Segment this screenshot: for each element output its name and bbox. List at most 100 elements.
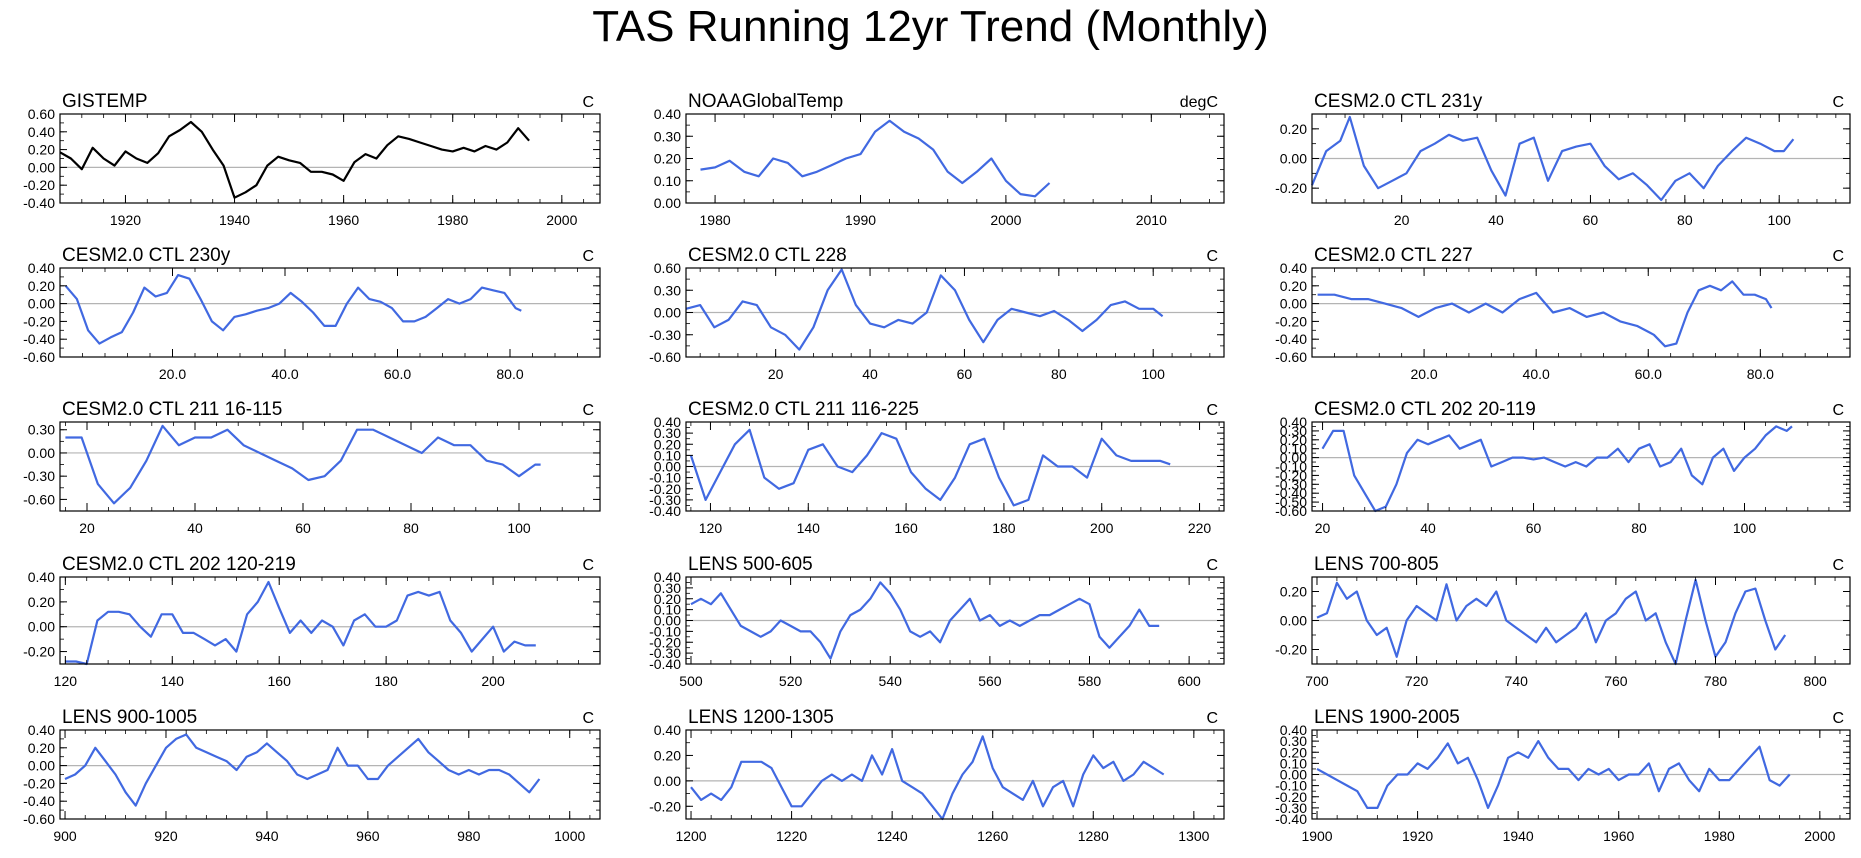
y-tick-label: -0.40 [1275,331,1307,347]
x-tick-label: 60 [1583,212,1599,228]
x-tick-label: 20 [768,366,784,382]
y-tick-label: 0.60 [654,260,681,276]
y-tick-label: 0.10 [654,173,681,189]
x-tick-label: 20.0 [1410,366,1437,382]
y-tick-label: 0.00 [1280,450,1307,466]
chart-panel: -0.20 0.00 0.20 20 40 60 80 100 CESM2.0 CTL 231y… [1275,91,1851,228]
y-tick-label: 0.20 [28,594,55,610]
y-tick-label: -0.50 [1275,494,1307,510]
series-line [685,268,1164,351]
x-tick-label: 1300 [1178,828,1209,844]
y-tick-label: 0.20 [28,740,55,756]
x-tick-label: 1200 [675,828,706,844]
x-tick-label: 20 [79,520,95,536]
y-tick-label: 0.40 [28,569,55,585]
x-tick-label: 80.0 [496,366,523,382]
x-tick-label: 140 [161,673,185,689]
y-tick-label: 0.20 [1280,744,1307,760]
chart-panel: 0.00 0.10 0.20 0.30 0.40 1980 1990 2000 2010 NOAA… [654,91,1225,228]
y-tick-label: 0.30 [654,425,681,441]
x-tick-label: 1920 [110,212,141,228]
y-tick-label: 0.10 [654,447,681,463]
panel-title: NOAAGlobalTemp [688,91,843,112]
panel-units: C [582,402,594,419]
panel-title: CESM2.0 CTL 202 20-119 [1314,399,1536,420]
chart-panel: -0.60 -0.30 0.00 0.30 20 40 60 80 100 CESM2.0 CTL… [23,399,601,536]
y-tick-label: 0.20 [654,151,681,167]
chart-panel: -0.40-0.30-0.20-0.100.000.100.200.300.40… [649,399,1225,536]
y-tick-label: 0.20 [1280,121,1307,137]
y-tick-label: -0.30 [1275,800,1307,816]
series-line [1310,115,1795,202]
panel-units: C [1832,557,1844,574]
y-tick-label: -0.20 [1275,642,1307,658]
x-tick-label: 2000 [1804,828,1835,844]
panel-title: CESM2.0 CTL 211 116-225 [688,399,919,420]
x-tick-label: 40 [1488,212,1504,228]
panel-units: C [582,248,594,265]
x-tick-label: 1280 [1078,828,1109,844]
x-tick-label: 940 [255,828,279,844]
panel-title: CESM2.0 CTL 231y [1314,91,1483,112]
y-tick-label: -0.40 [1275,485,1307,501]
y-tick-label: 0.40 [28,124,55,140]
y-tick-label: 0.00 [28,619,55,635]
y-tick-label: -0.40 [649,503,681,519]
chart-panel: -0.40-0.30-0.20-0.100.000.100.200.300.40… [1275,707,1851,844]
x-tick-label: 540 [879,673,903,689]
y-tick-label: -0.40 [23,793,55,809]
x-tick-label: 1920 [1402,828,1433,844]
x-tick-label: 40.0 [1523,366,1550,382]
panel-units: C [1832,94,1844,111]
y-tick-label: 0.00 [654,195,681,211]
panel-title: LENS 1900-2005 [1314,707,1460,728]
x-tick-label: 180 [374,673,398,689]
y-tick-label: -0.40 [1275,811,1307,827]
panel-units: C [1206,557,1218,574]
y-tick-label: -0.20 [23,644,55,660]
x-tick-label: 500 [679,673,703,689]
y-tick-label: -0.20 [1275,789,1307,805]
plot-frame [1311,421,1851,512]
x-tick-label: 1240 [877,828,908,844]
y-tick-label: -0.40 [23,331,55,347]
y-tick-label: 0.10 [1280,441,1307,457]
y-tick-label: 0.20 [28,142,55,158]
plot-frame [59,576,601,665]
x-tick-label: 200 [481,673,505,689]
series-line [64,274,522,345]
y-tick-label: -0.30 [649,645,681,661]
y-tick-label: 0.30 [1280,423,1307,439]
x-tick-label: 20 [1394,212,1410,228]
y-tick-label: 0.00 [1280,613,1307,629]
x-tick-label: 2000 [546,212,577,228]
x-tick-label: 1980 [437,212,468,228]
y-tick-label: 0.40 [654,722,681,738]
y-tick-label: 0.20 [1280,278,1307,294]
y-tick-label: -0.20 [23,775,55,791]
x-tick-label: 60.0 [1635,366,1662,382]
chart-panel: -0.60 -0.30 0.00 0.30 0.60 20 40 60 80 100 CESM2.0… [649,245,1225,382]
x-tick-label: 800 [1803,673,1827,689]
y-tick-label: -0.20 [1275,313,1307,329]
chart-panel: -0.60 -0.40 -0.200.00 0.20 0.40 900 920 940 960 9… [23,707,601,844]
x-tick-label: 1260 [977,828,1008,844]
y-tick-label: -0.20 [649,634,681,650]
chart-panel: -0.20 0.00 0.20 0.40 1200 1220 1240 1260 1280 130… [649,707,1225,844]
x-tick-label: 1000 [554,828,585,844]
panel-title: CESM2.0 CTL 227 [1314,245,1473,266]
y-tick-label: 0.10 [1280,755,1307,771]
plot-frame [59,113,601,204]
y-tick-label: 0.00 [1280,151,1307,167]
x-tick-label: 80 [1677,212,1693,228]
x-tick-label: 2010 [1136,212,1167,228]
x-tick-label: 200 [1090,520,1114,536]
chart-panel: -0.60-0.50-0.40-0.30-0.20-0.100.000.100.… [1275,399,1851,536]
panel-units: C [1832,402,1844,419]
x-tick-label: 60 [295,520,311,536]
x-tick-label: 160 [894,520,918,536]
y-tick-label: -0.20 [649,481,681,497]
x-tick-label: 1960 [328,212,359,228]
x-tick-label: 100 [1768,212,1792,228]
x-tick-label: 980 [457,828,481,844]
